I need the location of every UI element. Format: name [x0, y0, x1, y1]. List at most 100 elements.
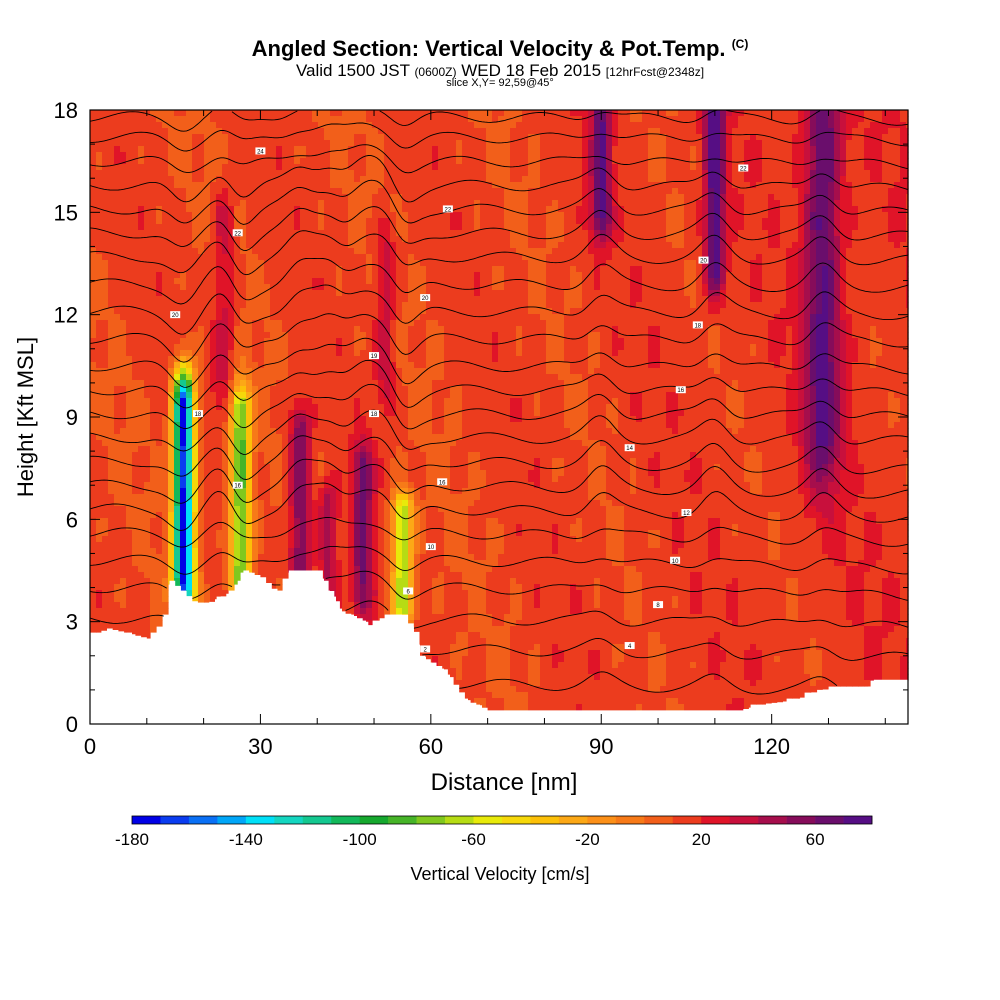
velocity-cell	[306, 554, 313, 561]
velocity-cell	[240, 440, 247, 447]
velocity-cell	[102, 362, 109, 369]
velocity-cell	[384, 194, 391, 201]
velocity-cell	[96, 464, 103, 471]
velocity-cell	[342, 128, 349, 135]
velocity-cell	[330, 506, 337, 513]
velocity-cell	[384, 236, 391, 243]
velocity-cell	[426, 548, 433, 555]
velocity-cell	[216, 254, 223, 261]
velocity-cell	[420, 110, 427, 117]
velocity-cell	[318, 356, 325, 363]
velocity-cell	[228, 392, 235, 399]
velocity-cell	[384, 524, 391, 531]
velocity-cell	[108, 410, 115, 417]
velocity-cell	[444, 272, 451, 279]
velocity-cell	[378, 416, 385, 423]
velocity-cell	[384, 530, 391, 537]
velocity-cell	[198, 122, 205, 129]
velocity-cell	[204, 242, 211, 249]
velocity-cell	[174, 176, 181, 183]
velocity-cell	[438, 596, 445, 603]
velocity-cell	[120, 140, 127, 147]
velocity-cell	[234, 344, 241, 351]
velocity-cell	[432, 470, 439, 477]
velocity-cell	[408, 470, 415, 477]
velocity-cell	[246, 380, 253, 387]
velocity-cell	[306, 410, 313, 417]
velocity-cell	[342, 326, 349, 333]
velocity-cell	[270, 446, 277, 453]
velocity-cell	[354, 332, 361, 339]
velocity-cell	[438, 254, 445, 261]
velocity-cell	[348, 578, 355, 585]
velocity-cell	[444, 584, 451, 591]
velocity-cell	[324, 284, 331, 291]
velocity-cell	[252, 236, 259, 243]
velocity-cell	[276, 296, 283, 303]
velocity-cell	[264, 206, 271, 213]
velocity-cell	[360, 272, 367, 279]
velocity-cell	[162, 260, 169, 267]
velocity-cell	[120, 470, 127, 477]
velocity-cell	[420, 638, 427, 645]
velocity-cell	[408, 326, 415, 333]
velocity-cell	[402, 464, 409, 471]
velocity-cell	[294, 332, 301, 339]
velocity-cell	[270, 386, 277, 393]
velocity-cell	[156, 506, 163, 513]
velocity-cell	[360, 194, 367, 201]
velocity-cell	[270, 344, 277, 351]
velocity-cell	[228, 530, 235, 537]
velocity-cell	[228, 362, 235, 369]
velocity-cell	[420, 404, 427, 411]
velocity-cell	[342, 362, 349, 369]
velocity-cell	[192, 566, 199, 573]
velocity-cell	[432, 368, 439, 375]
velocity-cell	[90, 566, 97, 573]
velocity-cell	[438, 152, 445, 159]
velocity-cell	[240, 308, 247, 315]
velocity-cell	[444, 110, 451, 117]
velocity-cell	[360, 524, 367, 531]
velocity-cell	[132, 266, 139, 273]
velocity-cell	[294, 314, 301, 321]
velocity-cell	[318, 146, 325, 153]
velocity-cell	[126, 590, 133, 597]
velocity-cell	[360, 566, 367, 573]
velocity-cell	[288, 560, 295, 567]
velocity-cell	[414, 524, 421, 531]
velocity-cell	[132, 452, 139, 459]
velocity-cell	[162, 218, 169, 225]
velocity-cell	[366, 206, 373, 213]
velocity-cell	[330, 326, 337, 333]
velocity-cell	[444, 332, 451, 339]
velocity-cell	[414, 368, 421, 375]
velocity-cell	[156, 452, 163, 459]
velocity-cell	[432, 164, 439, 171]
velocity-cell	[348, 212, 355, 219]
velocity-cell	[234, 236, 241, 243]
velocity-cell	[318, 272, 325, 279]
velocity-cell	[408, 494, 415, 501]
velocity-cell	[432, 626, 439, 633]
velocity-cell	[162, 248, 169, 255]
velocity-cell	[288, 392, 295, 399]
velocity-cell	[96, 338, 103, 345]
velocity-cell	[360, 512, 367, 519]
velocity-cell	[426, 458, 433, 465]
velocity-cell	[162, 116, 169, 123]
velocity-cell	[246, 476, 253, 483]
velocity-cell	[126, 410, 133, 417]
velocity-cell	[228, 314, 235, 321]
velocity-cell	[390, 206, 397, 213]
velocity-cell	[390, 302, 397, 309]
velocity-cell	[162, 158, 169, 165]
velocity-cell	[384, 602, 391, 609]
velocity-cell	[444, 398, 451, 405]
velocity-cell	[192, 122, 199, 129]
velocity-cell	[120, 536, 127, 543]
velocity-cell	[342, 560, 349, 567]
velocity-cell	[108, 320, 115, 327]
velocity-cell	[240, 344, 247, 351]
velocity-cell	[126, 356, 133, 363]
